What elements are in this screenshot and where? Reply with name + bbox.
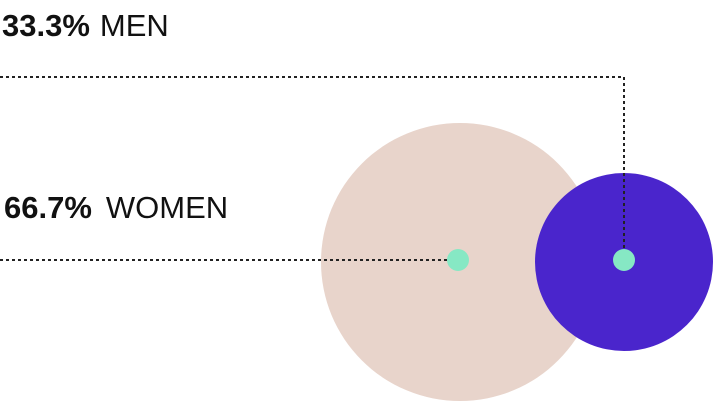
men-leader-line bbox=[0, 76, 625, 260]
men-marker-dot bbox=[613, 249, 635, 271]
men-percent: 33.3% bbox=[2, 8, 90, 43]
men-name: MEN bbox=[100, 8, 169, 43]
women-label: 66.7% WOMEN bbox=[4, 190, 228, 225]
women-name: WOMEN bbox=[106, 190, 228, 225]
women-marker-dot bbox=[447, 249, 469, 271]
men-label: 33.3% MEN bbox=[2, 8, 169, 43]
women-percent: 66.7% bbox=[4, 190, 92, 225]
